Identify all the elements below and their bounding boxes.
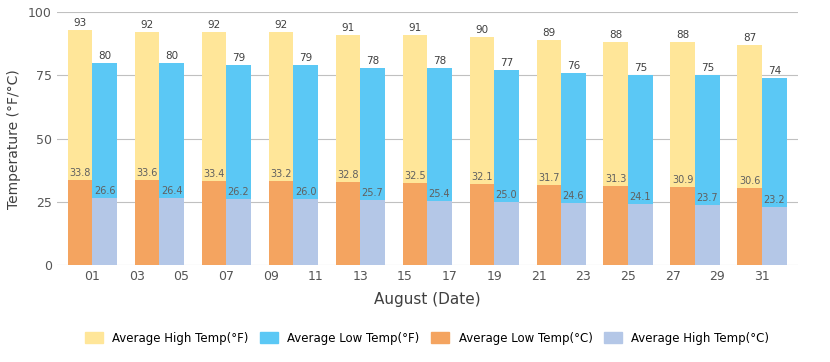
Text: 31.3: 31.3 xyxy=(605,174,627,184)
Bar xyxy=(762,78,787,265)
Text: 24.1: 24.1 xyxy=(630,192,651,202)
Bar xyxy=(494,70,519,265)
Bar xyxy=(671,42,695,265)
Bar xyxy=(494,202,519,265)
Bar xyxy=(360,68,385,265)
Text: 91: 91 xyxy=(341,23,354,33)
Text: 88: 88 xyxy=(609,30,622,40)
Text: 92: 92 xyxy=(140,20,154,30)
Text: 77: 77 xyxy=(500,58,513,68)
Bar xyxy=(671,187,695,265)
Bar xyxy=(293,199,318,265)
Bar xyxy=(159,198,184,265)
Text: 33.8: 33.8 xyxy=(70,168,90,178)
Bar xyxy=(536,40,561,265)
Bar xyxy=(202,181,227,265)
Text: 32.8: 32.8 xyxy=(337,170,359,180)
Text: 78: 78 xyxy=(366,56,379,66)
Bar xyxy=(695,75,720,265)
Bar xyxy=(92,63,117,265)
Bar xyxy=(335,182,360,265)
Bar xyxy=(134,32,159,265)
Text: 87: 87 xyxy=(743,33,756,43)
Text: 75: 75 xyxy=(633,63,647,73)
Bar xyxy=(335,35,360,265)
Text: 79: 79 xyxy=(232,53,245,63)
Text: 33.4: 33.4 xyxy=(203,169,225,179)
Text: 75: 75 xyxy=(701,63,714,73)
Y-axis label: Temperature (°F/°C): Temperature (°F/°C) xyxy=(7,69,21,209)
Text: 32.1: 32.1 xyxy=(471,172,492,182)
Bar xyxy=(68,180,92,265)
Bar xyxy=(403,183,427,265)
Text: 25.0: 25.0 xyxy=(496,190,517,200)
Text: 76: 76 xyxy=(567,61,580,71)
Text: 26.2: 26.2 xyxy=(227,187,249,197)
Bar xyxy=(737,188,762,265)
Text: 32.5: 32.5 xyxy=(404,171,426,181)
Bar xyxy=(603,42,628,265)
Text: 30.9: 30.9 xyxy=(672,175,693,185)
Text: 23.2: 23.2 xyxy=(764,194,785,205)
Text: 89: 89 xyxy=(542,28,555,38)
Bar xyxy=(360,200,385,265)
Bar xyxy=(762,207,787,265)
Text: 33.6: 33.6 xyxy=(136,168,158,178)
Bar xyxy=(227,65,251,265)
Text: 31.7: 31.7 xyxy=(538,173,559,183)
Bar xyxy=(470,184,494,265)
Bar xyxy=(68,30,92,265)
Bar xyxy=(427,201,452,265)
Bar xyxy=(227,199,251,265)
Bar xyxy=(536,185,561,265)
Legend: Average High Temp(°F), Average Low Temp(°F), Average Low Temp(°C), Average High : Average High Temp(°F), Average Low Temp(… xyxy=(81,327,774,349)
Bar xyxy=(269,181,293,265)
Text: 92: 92 xyxy=(208,20,221,30)
Text: 80: 80 xyxy=(98,51,111,60)
Text: 30.6: 30.6 xyxy=(739,176,760,186)
Bar xyxy=(695,205,720,265)
Bar xyxy=(134,180,159,265)
Text: 23.7: 23.7 xyxy=(696,193,718,203)
Bar xyxy=(269,32,293,265)
Bar xyxy=(159,63,184,265)
Text: 91: 91 xyxy=(408,23,422,33)
Bar xyxy=(470,37,494,265)
Bar xyxy=(628,75,652,265)
Bar xyxy=(561,73,586,265)
Bar xyxy=(737,45,762,265)
Bar xyxy=(202,32,227,265)
Bar xyxy=(603,186,628,265)
Bar xyxy=(628,204,652,265)
Text: 93: 93 xyxy=(73,18,86,28)
Bar xyxy=(427,68,452,265)
Bar xyxy=(403,35,427,265)
Text: 24.6: 24.6 xyxy=(563,191,584,201)
Text: 90: 90 xyxy=(476,25,488,35)
Bar xyxy=(293,65,318,265)
Text: 79: 79 xyxy=(299,53,312,63)
Text: 26.4: 26.4 xyxy=(161,186,183,197)
Text: 80: 80 xyxy=(165,51,178,60)
Text: 78: 78 xyxy=(432,56,446,66)
Bar xyxy=(561,203,586,265)
Bar xyxy=(92,198,117,265)
X-axis label: August (Date): August (Date) xyxy=(374,291,481,307)
Text: 92: 92 xyxy=(275,20,287,30)
Text: 26.0: 26.0 xyxy=(295,188,316,197)
Text: 26.6: 26.6 xyxy=(94,186,115,196)
Text: 88: 88 xyxy=(676,30,690,40)
Text: 33.2: 33.2 xyxy=(271,169,291,179)
Text: 25.7: 25.7 xyxy=(362,188,383,198)
Text: 25.4: 25.4 xyxy=(428,189,450,199)
Text: 74: 74 xyxy=(768,66,781,76)
